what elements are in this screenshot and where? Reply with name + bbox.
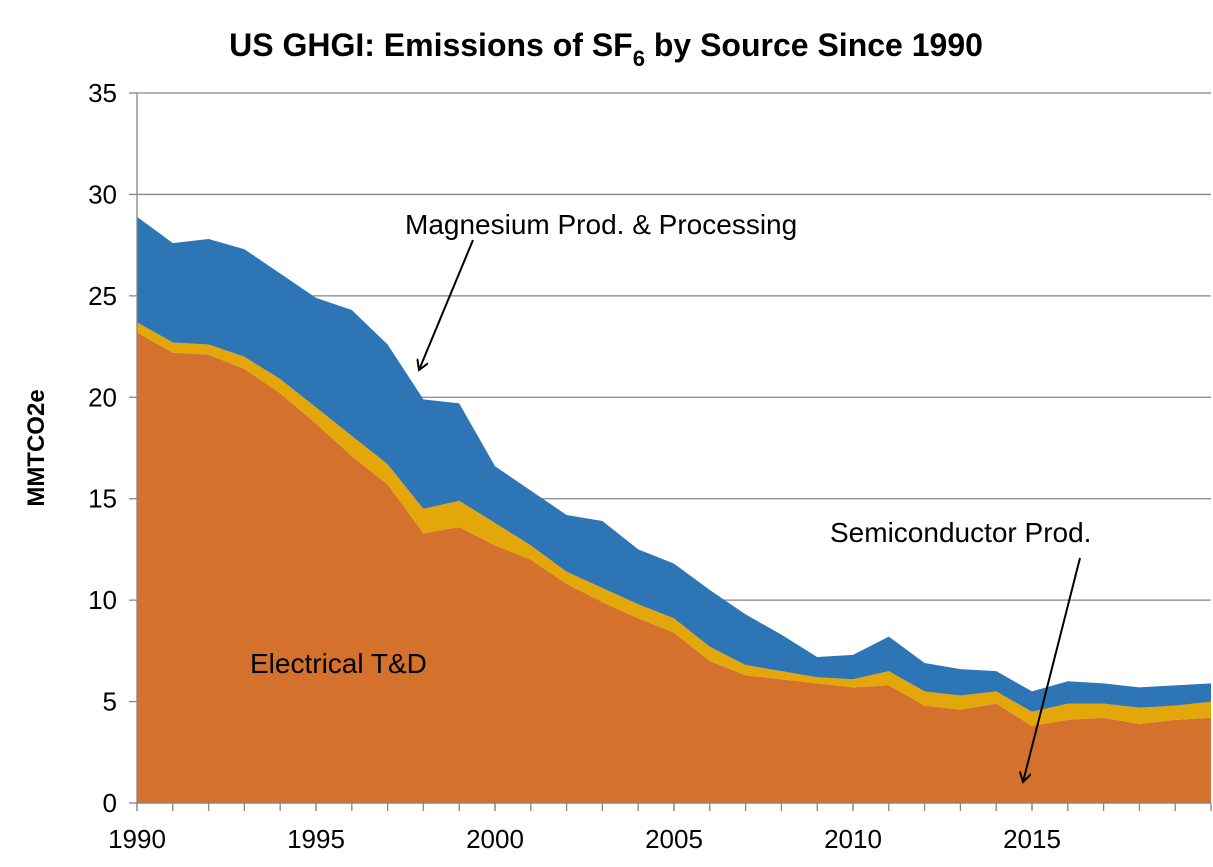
areas (137, 216, 1211, 803)
title-subscript: 6 (633, 46, 645, 71)
y-tick-label: 15 (88, 484, 117, 514)
chart-title: US GHGI: Emissions of SF6 by Source Sinc… (229, 27, 983, 71)
y-tick-label: 5 (103, 687, 117, 717)
x-tick-label: 2005 (645, 824, 703, 854)
title-part: by Source Since 1990 (645, 27, 983, 63)
annotations: Electrical T&D Semiconductor Prod. Magnesi… (250, 209, 1091, 782)
x-tick-label: 2000 (466, 824, 524, 854)
area (137, 332, 1211, 803)
x-tick-label: 2015 (1003, 824, 1061, 854)
y-tick-label: 30 (88, 179, 117, 209)
y-tick-label: 35 (88, 78, 117, 108)
annotation: Magnesium Prod. & Processing (405, 209, 797, 240)
y-tick-label: 0 (103, 788, 117, 818)
y-axis-title: MMTCO2e (23, 389, 50, 506)
title-part: US GHGI: Emissions of SF (229, 27, 633, 63)
annotation-arrow (1023, 557, 1081, 782)
y-tick-label: 25 (88, 281, 117, 311)
area (137, 216, 1211, 712)
y-tick-label: 20 (88, 382, 117, 412)
annotation: Electrical T&D (250, 648, 427, 679)
axes: 0 5 10 15 20 25 30 35 1990 1995 2000 2005 2010 2015 (88, 78, 1212, 854)
annotation: Semiconductor Prod. (830, 517, 1091, 548)
x-tick-label: 1990 (108, 824, 166, 854)
y-tick-label: 10 (88, 585, 117, 615)
annotation-arrow (419, 239, 474, 370)
x-tick-label: 1995 (287, 824, 345, 854)
area (137, 322, 1211, 726)
x-tick-label: 2010 (824, 824, 882, 854)
